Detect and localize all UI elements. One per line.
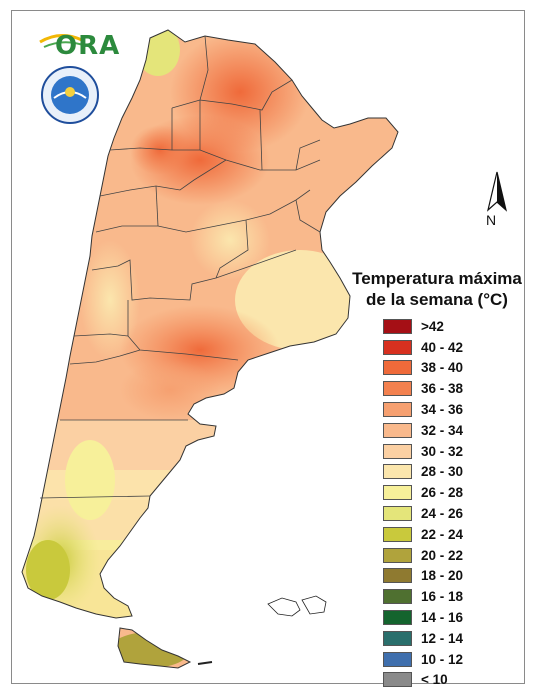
legend-item: 22 - 24 xyxy=(383,524,463,545)
legend-label: 12 - 14 xyxy=(421,630,464,646)
legend-swatch xyxy=(383,547,412,563)
legend-item: 16 - 18 xyxy=(383,586,463,607)
legend-swatch xyxy=(383,651,412,667)
legend-item: 26 - 28 xyxy=(383,482,463,503)
legend-item: 38 - 40 xyxy=(383,358,463,379)
legend-item: 18 - 20 xyxy=(383,566,463,587)
legend-swatch xyxy=(383,339,412,355)
legend-label: 34 - 36 xyxy=(421,402,464,418)
legend-label: 38 - 40 xyxy=(421,360,464,376)
legend-swatch xyxy=(383,506,412,522)
legend-title: Temperatura máxima de la semana (°C) xyxy=(352,269,522,309)
legend-label: 30 - 32 xyxy=(421,443,464,459)
legend-label: 22 - 24 xyxy=(421,526,464,542)
legend-item: 14 - 16 xyxy=(383,607,463,628)
north-arrow-icon xyxy=(486,171,508,212)
isla-de-los-estados xyxy=(197,661,213,665)
legend-item: 36 - 38 xyxy=(383,378,463,399)
legend-swatch xyxy=(383,610,412,626)
malvinas-islands xyxy=(267,595,327,617)
legend-item: 32 - 34 xyxy=(383,420,463,441)
legend-swatch xyxy=(383,381,412,397)
legend-swatch xyxy=(383,443,412,459)
ora-logo-icon xyxy=(39,34,87,48)
legend-label: >42 xyxy=(421,318,444,334)
legend-label: 40 - 42 xyxy=(421,339,464,355)
legend: >42 40 - 42 38 - 40 36 - 38 34 - 36 32 - 34 30… xyxy=(383,316,463,690)
legend-label: 14 - 16 xyxy=(421,610,464,626)
legend-swatch xyxy=(383,672,412,688)
legend-swatch xyxy=(383,589,412,605)
legend-swatch xyxy=(383,360,412,376)
legend-swatch xyxy=(383,318,412,334)
legend-swatch xyxy=(383,422,412,438)
legend-label: < 10 xyxy=(421,672,448,688)
legend-label: 24 - 26 xyxy=(421,506,464,522)
legend-item: 34 - 36 xyxy=(383,399,463,420)
legend-label: 20 - 22 xyxy=(421,547,464,563)
legend-swatch xyxy=(383,568,412,584)
legend-item: 12 - 14 xyxy=(383,628,463,649)
legend-item: 20 - 22 xyxy=(383,545,463,566)
legend-swatch xyxy=(383,526,412,542)
legend-label: 28 - 30 xyxy=(421,464,464,480)
ora-logo-text: ORA xyxy=(55,31,121,61)
legend-item: 28 - 30 xyxy=(383,462,463,483)
legend-item: 10 - 12 xyxy=(383,649,463,670)
legend-label: 16 - 18 xyxy=(421,589,464,605)
legend-item: 40 - 42 xyxy=(383,337,463,358)
legend-label: 26 - 28 xyxy=(421,485,464,501)
north-label: N xyxy=(486,212,497,228)
province-boundaries xyxy=(39,35,321,499)
legend-label: 10 - 12 xyxy=(421,651,464,667)
legend-label: 32 - 34 xyxy=(421,422,464,438)
legend-item: 30 - 32 xyxy=(383,441,463,462)
legend-item: < 10 xyxy=(383,670,463,691)
legend-label: 36 - 38 xyxy=(421,381,464,397)
legend-swatch xyxy=(383,464,412,480)
legend-swatch xyxy=(383,630,412,646)
legend-item: 24 - 26 xyxy=(383,503,463,524)
legend-item: >42 xyxy=(383,316,463,337)
legend-swatch xyxy=(383,402,412,418)
legend-swatch xyxy=(383,485,412,501)
smn-seal-icon xyxy=(41,66,99,124)
legend-label: 18 - 20 xyxy=(421,568,464,584)
